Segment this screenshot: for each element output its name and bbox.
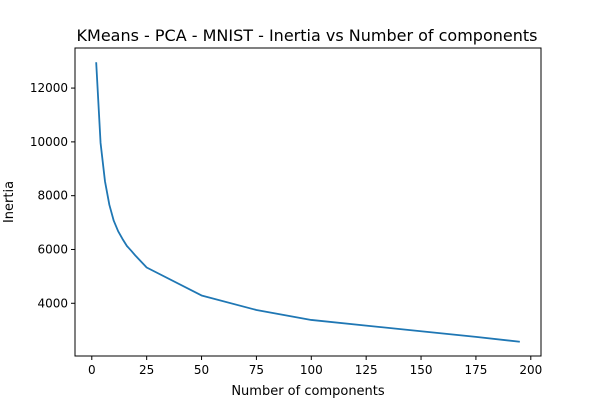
y-tick-label: 4000 [37,296,68,310]
series-line [95,62,520,343]
y-tick-label: 8000 [37,189,68,203]
x-tick-label: 175 [464,363,487,377]
y-tick-label: 12000 [30,81,68,95]
x-tick-label: 0 [88,363,96,377]
x-tick-label: 75 [249,363,264,377]
x-tick-label: 100 [300,363,323,377]
x-tick-label: 50 [194,363,209,377]
y-tick-label: 6000 [37,242,68,256]
x-tick-label: 25 [139,363,154,377]
plot-frame [74,47,542,357]
y-axis-label: Inertia [2,181,17,223]
x-axis-label: Number of components [231,384,385,399]
x-tick-label: 150 [410,363,433,377]
y-tick-label: 10000 [30,135,68,149]
x-tick-label: 125 [355,363,378,377]
chart-title: KMeans - PCA - MNIST - Inertia vs Number… [77,26,538,45]
x-tick-label: 200 [519,363,542,377]
series-layer [95,62,520,343]
ticks-layer: 0 25 50 75 100 125 150 175 200 4000 6000 8000 10000 1… [30,81,542,377]
